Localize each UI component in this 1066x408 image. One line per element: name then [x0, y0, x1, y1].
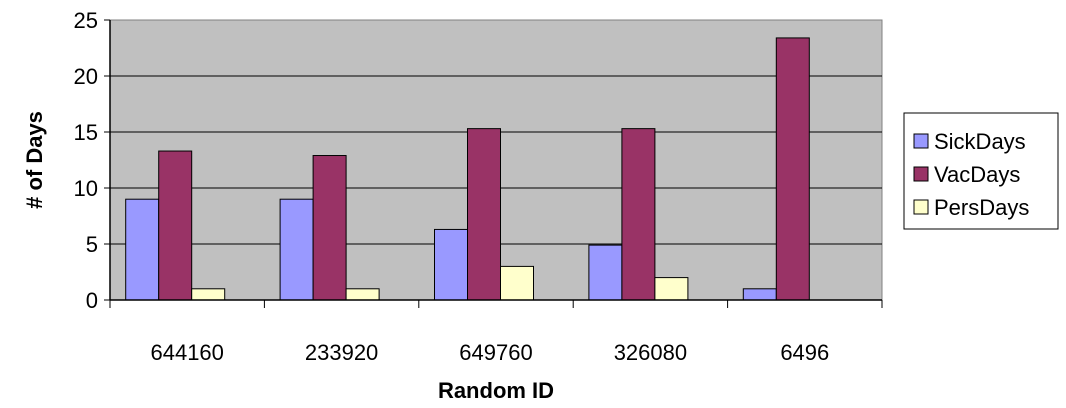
bar-sickdays — [279, 198, 314, 301]
bar-sickdays — [125, 198, 160, 301]
x-tick-label: 326080 — [614, 340, 687, 365]
x-tick-label: 233920 — [305, 340, 378, 365]
x-axis-title: Random ID — [438, 378, 554, 403]
bar-persdays — [345, 288, 380, 301]
bar-persdays — [654, 277, 689, 301]
y-axis-title: # of Days — [22, 111, 47, 209]
bar-vacdays — [312, 155, 347, 301]
legend-box — [903, 112, 1059, 230]
bar-vacdays — [158, 150, 193, 301]
legend-label-vacdays: VacDays — [934, 162, 1020, 187]
legend-label-persdays: PersDays — [934, 195, 1029, 220]
bar-sickdays — [588, 244, 623, 301]
y-tick-label: 20 — [74, 64, 98, 89]
x-tick-label: 644160 — [150, 340, 223, 365]
legend-swatch-vacdays — [913, 166, 929, 182]
x-tick-label: 6496 — [780, 340, 829, 365]
bar-sickdays — [434, 228, 468, 301]
bar-persdays — [500, 265, 534, 301]
y-tick-label: 0 — [86, 288, 98, 313]
bar-sickdays — [742, 288, 777, 301]
tick-labels: 0 5 10 15 20 25 644160 233920 649760 326080 6496 — [74, 8, 830, 365]
legend: SickDays VacDays PersDays — [903, 112, 1059, 230]
bar-persdays — [191, 288, 226, 301]
legend-label-sickdays: SickDays — [934, 129, 1026, 154]
y-tick-label: 15 — [74, 120, 98, 145]
y-tick-label: 25 — [74, 8, 98, 33]
bar-vacdays — [467, 128, 501, 301]
axes — [104, 19, 883, 308]
y-tick-label: 10 — [74, 176, 98, 201]
bar-vacdays — [775, 37, 810, 301]
legend-swatch-sickdays — [913, 133, 929, 149]
y-tick-label: 5 — [86, 232, 98, 257]
legend-swatch-persdays — [913, 199, 929, 215]
x-tick-label: 649760 — [459, 340, 532, 365]
bar-vacdays — [621, 128, 656, 301]
